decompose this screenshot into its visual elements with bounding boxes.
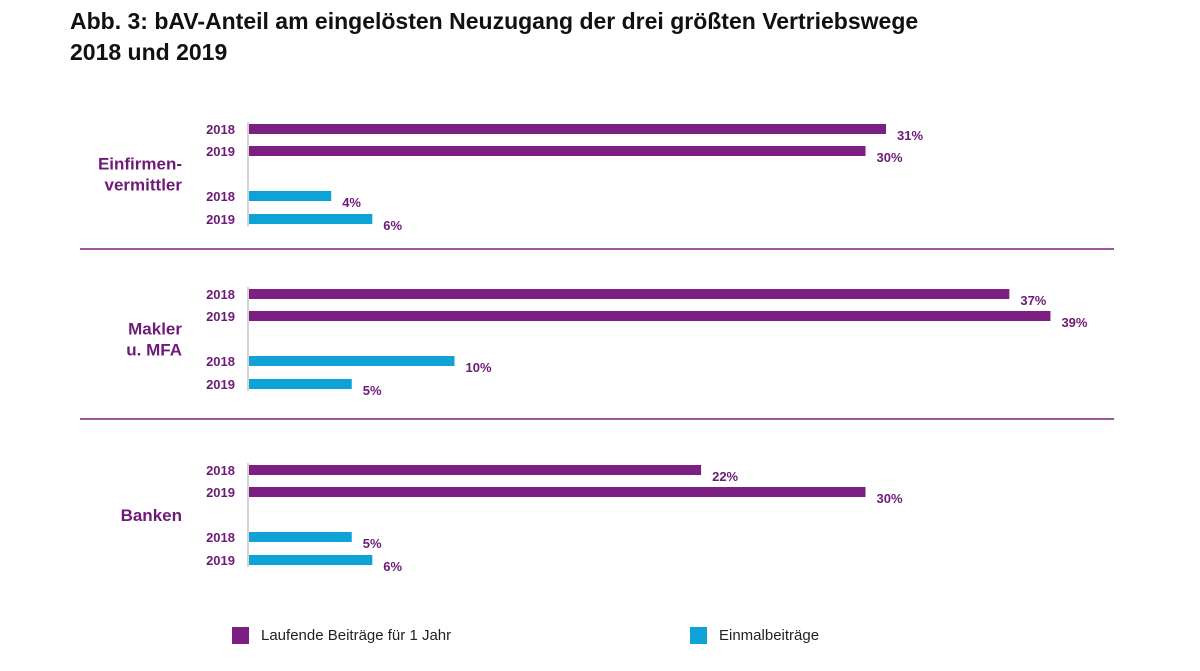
year-label-1-1: 2018 (206, 122, 235, 137)
chart-title-line-1: Abb. 3: bAV-Anteil am eingelösten Neuzug… (70, 8, 919, 34)
legend-item-laufend: Laufende Beiträge für 1 Jahr (232, 627, 451, 644)
group-label-2-line-2: u. MFA (126, 341, 182, 360)
bar-einmal-2-2018 (249, 356, 455, 366)
value-label-einmal-3-2018: 5% (363, 536, 382, 551)
year-label-2-2: 2019 (206, 309, 235, 324)
value-label-einmal-3-2019: 6% (383, 559, 402, 574)
group-label-1-line-1: Einfirmen- (98, 155, 182, 174)
value-label-laufend-2-2018: 37% (1020, 293, 1046, 308)
value-label-einmal-2-2019: 5% (363, 383, 382, 398)
bar-einmal-3-2019 (249, 555, 373, 565)
value-label-einmal-2-2018: 10% (466, 360, 492, 375)
bar-laufend-3-2019 (249, 487, 866, 497)
group-label-2-line-1: Makler (128, 320, 182, 339)
value-label-einmal-1-2019: 6% (383, 218, 402, 233)
value-label-laufend-1-2019: 30% (877, 150, 903, 165)
value-label-laufend-3-2019: 30% (877, 491, 903, 506)
legend-label-einmal: Einmalbeiträge (719, 627, 820, 644)
bar-laufend-1-2019 (249, 146, 866, 156)
year-label-3-3: 2018 (206, 530, 235, 545)
bar-laufend-1-2018 (249, 124, 887, 134)
year-label-2-4: 2019 (206, 377, 235, 392)
bar-einmal-1-2019 (249, 214, 373, 224)
chart-title: Abb. 3: bAV-Anteil am eingelösten Neuzug… (70, 6, 1150, 68)
chart-title-line-2: 2018 und 2019 (70, 39, 228, 65)
value-label-laufend-3-2018: 22% (712, 469, 738, 484)
value-label-laufend-2-2019: 39% (1061, 315, 1087, 330)
legend-item-einmal: Einmalbeiträge (690, 627, 819, 644)
legend: Laufende Beiträge für 1 Jahr Einmalbeitr… (0, 627, 1200, 651)
year-label-3-1: 2018 (206, 463, 235, 478)
group-label-1-line-2: vermittler (105, 176, 183, 195)
group-label-3-line-1: Banken (121, 506, 182, 525)
bar-chart: Einfirmen-vermittler 2018 31% 2019 30% 2018 4%… (80, 122, 1114, 574)
legend-swatch-einmal (690, 627, 707, 644)
bar-einmal-3-2018 (249, 532, 352, 542)
value-label-einmal-1-2018: 4% (342, 195, 361, 210)
bar-laufend-3-2018 (249, 465, 702, 475)
year-label-2-3: 2018 (206, 354, 235, 369)
legend-label-laufend: Laufende Beiträge für 1 Jahr (261, 627, 452, 644)
year-label-1-4: 2019 (206, 212, 235, 227)
year-label-1-3: 2018 (206, 189, 235, 204)
bar-laufend-2-2018 (249, 289, 1010, 299)
bar-einmal-1-2018 (249, 191, 332, 201)
year-label-1-2: 2019 (206, 144, 235, 159)
bar-einmal-2-2019 (249, 379, 352, 389)
bar-laufend-2-2019 (249, 311, 1051, 321)
legend-swatch-laufend (232, 627, 249, 644)
year-label-3-2: 2019 (206, 485, 235, 500)
value-label-laufend-1-2018: 31% (897, 128, 923, 143)
year-label-3-4: 2019 (206, 553, 235, 568)
year-label-2-1: 2018 (206, 287, 235, 302)
